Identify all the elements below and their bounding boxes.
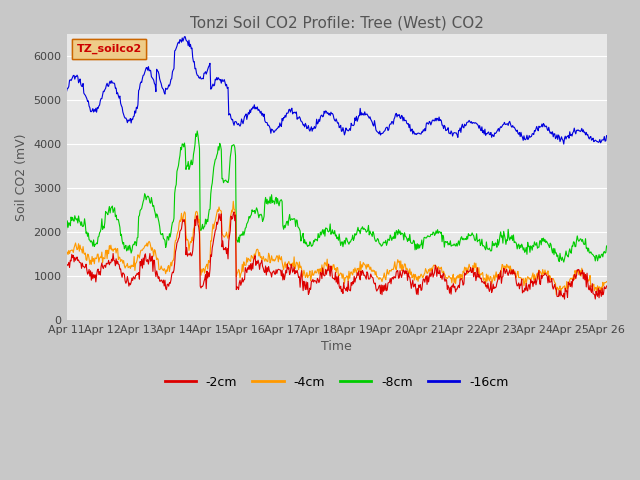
-4cm	[603, 279, 611, 285]
-8cm	[603, 243, 611, 249]
-2cm	[63, 263, 70, 269]
-4cm	[211, 218, 219, 224]
-2cm	[72, 255, 80, 261]
-4cm	[552, 292, 560, 298]
-2cm	[603, 283, 611, 289]
-2cm	[128, 275, 136, 281]
-2cm	[211, 228, 219, 233]
-16cm	[212, 77, 220, 83]
-4cm	[72, 244, 80, 250]
-8cm	[193, 128, 201, 134]
-4cm	[229, 198, 237, 204]
Line: -8cm: -8cm	[67, 131, 607, 262]
-8cm	[403, 236, 411, 241]
-16cm	[63, 89, 70, 95]
-8cm	[560, 259, 568, 265]
-16cm	[603, 133, 611, 139]
X-axis label: Time: Time	[321, 340, 352, 353]
-2cm	[419, 280, 426, 286]
-16cm	[560, 141, 568, 147]
Line: -4cm: -4cm	[67, 201, 607, 295]
-8cm	[183, 163, 191, 169]
-8cm	[72, 217, 80, 223]
-4cm	[183, 237, 191, 243]
-8cm	[212, 156, 220, 162]
-2cm	[183, 245, 191, 251]
Line: -16cm: -16cm	[67, 36, 607, 144]
-4cm	[63, 251, 70, 257]
-8cm	[419, 246, 426, 252]
-8cm	[63, 227, 70, 232]
-16cm	[403, 120, 411, 126]
-4cm	[128, 264, 136, 270]
-16cm	[419, 129, 426, 135]
-16cm	[184, 38, 191, 44]
Title: Tonzi Soil CO2 Profile: Tree (West) CO2: Tonzi Soil CO2 Profile: Tree (West) CO2	[189, 15, 483, 30]
-4cm	[419, 275, 426, 280]
Y-axis label: Soil CO2 (mV): Soil CO2 (mV)	[15, 133, 28, 221]
-2cm	[230, 209, 238, 215]
-2cm	[561, 296, 568, 302]
-16cm	[128, 116, 136, 122]
-16cm	[180, 34, 188, 39]
-2cm	[403, 268, 411, 274]
Legend: -2cm, -4cm, -8cm, -16cm: -2cm, -4cm, -8cm, -16cm	[159, 371, 513, 394]
Line: -2cm: -2cm	[67, 212, 607, 299]
-8cm	[128, 248, 136, 253]
-4cm	[403, 265, 411, 271]
-16cm	[72, 74, 80, 80]
